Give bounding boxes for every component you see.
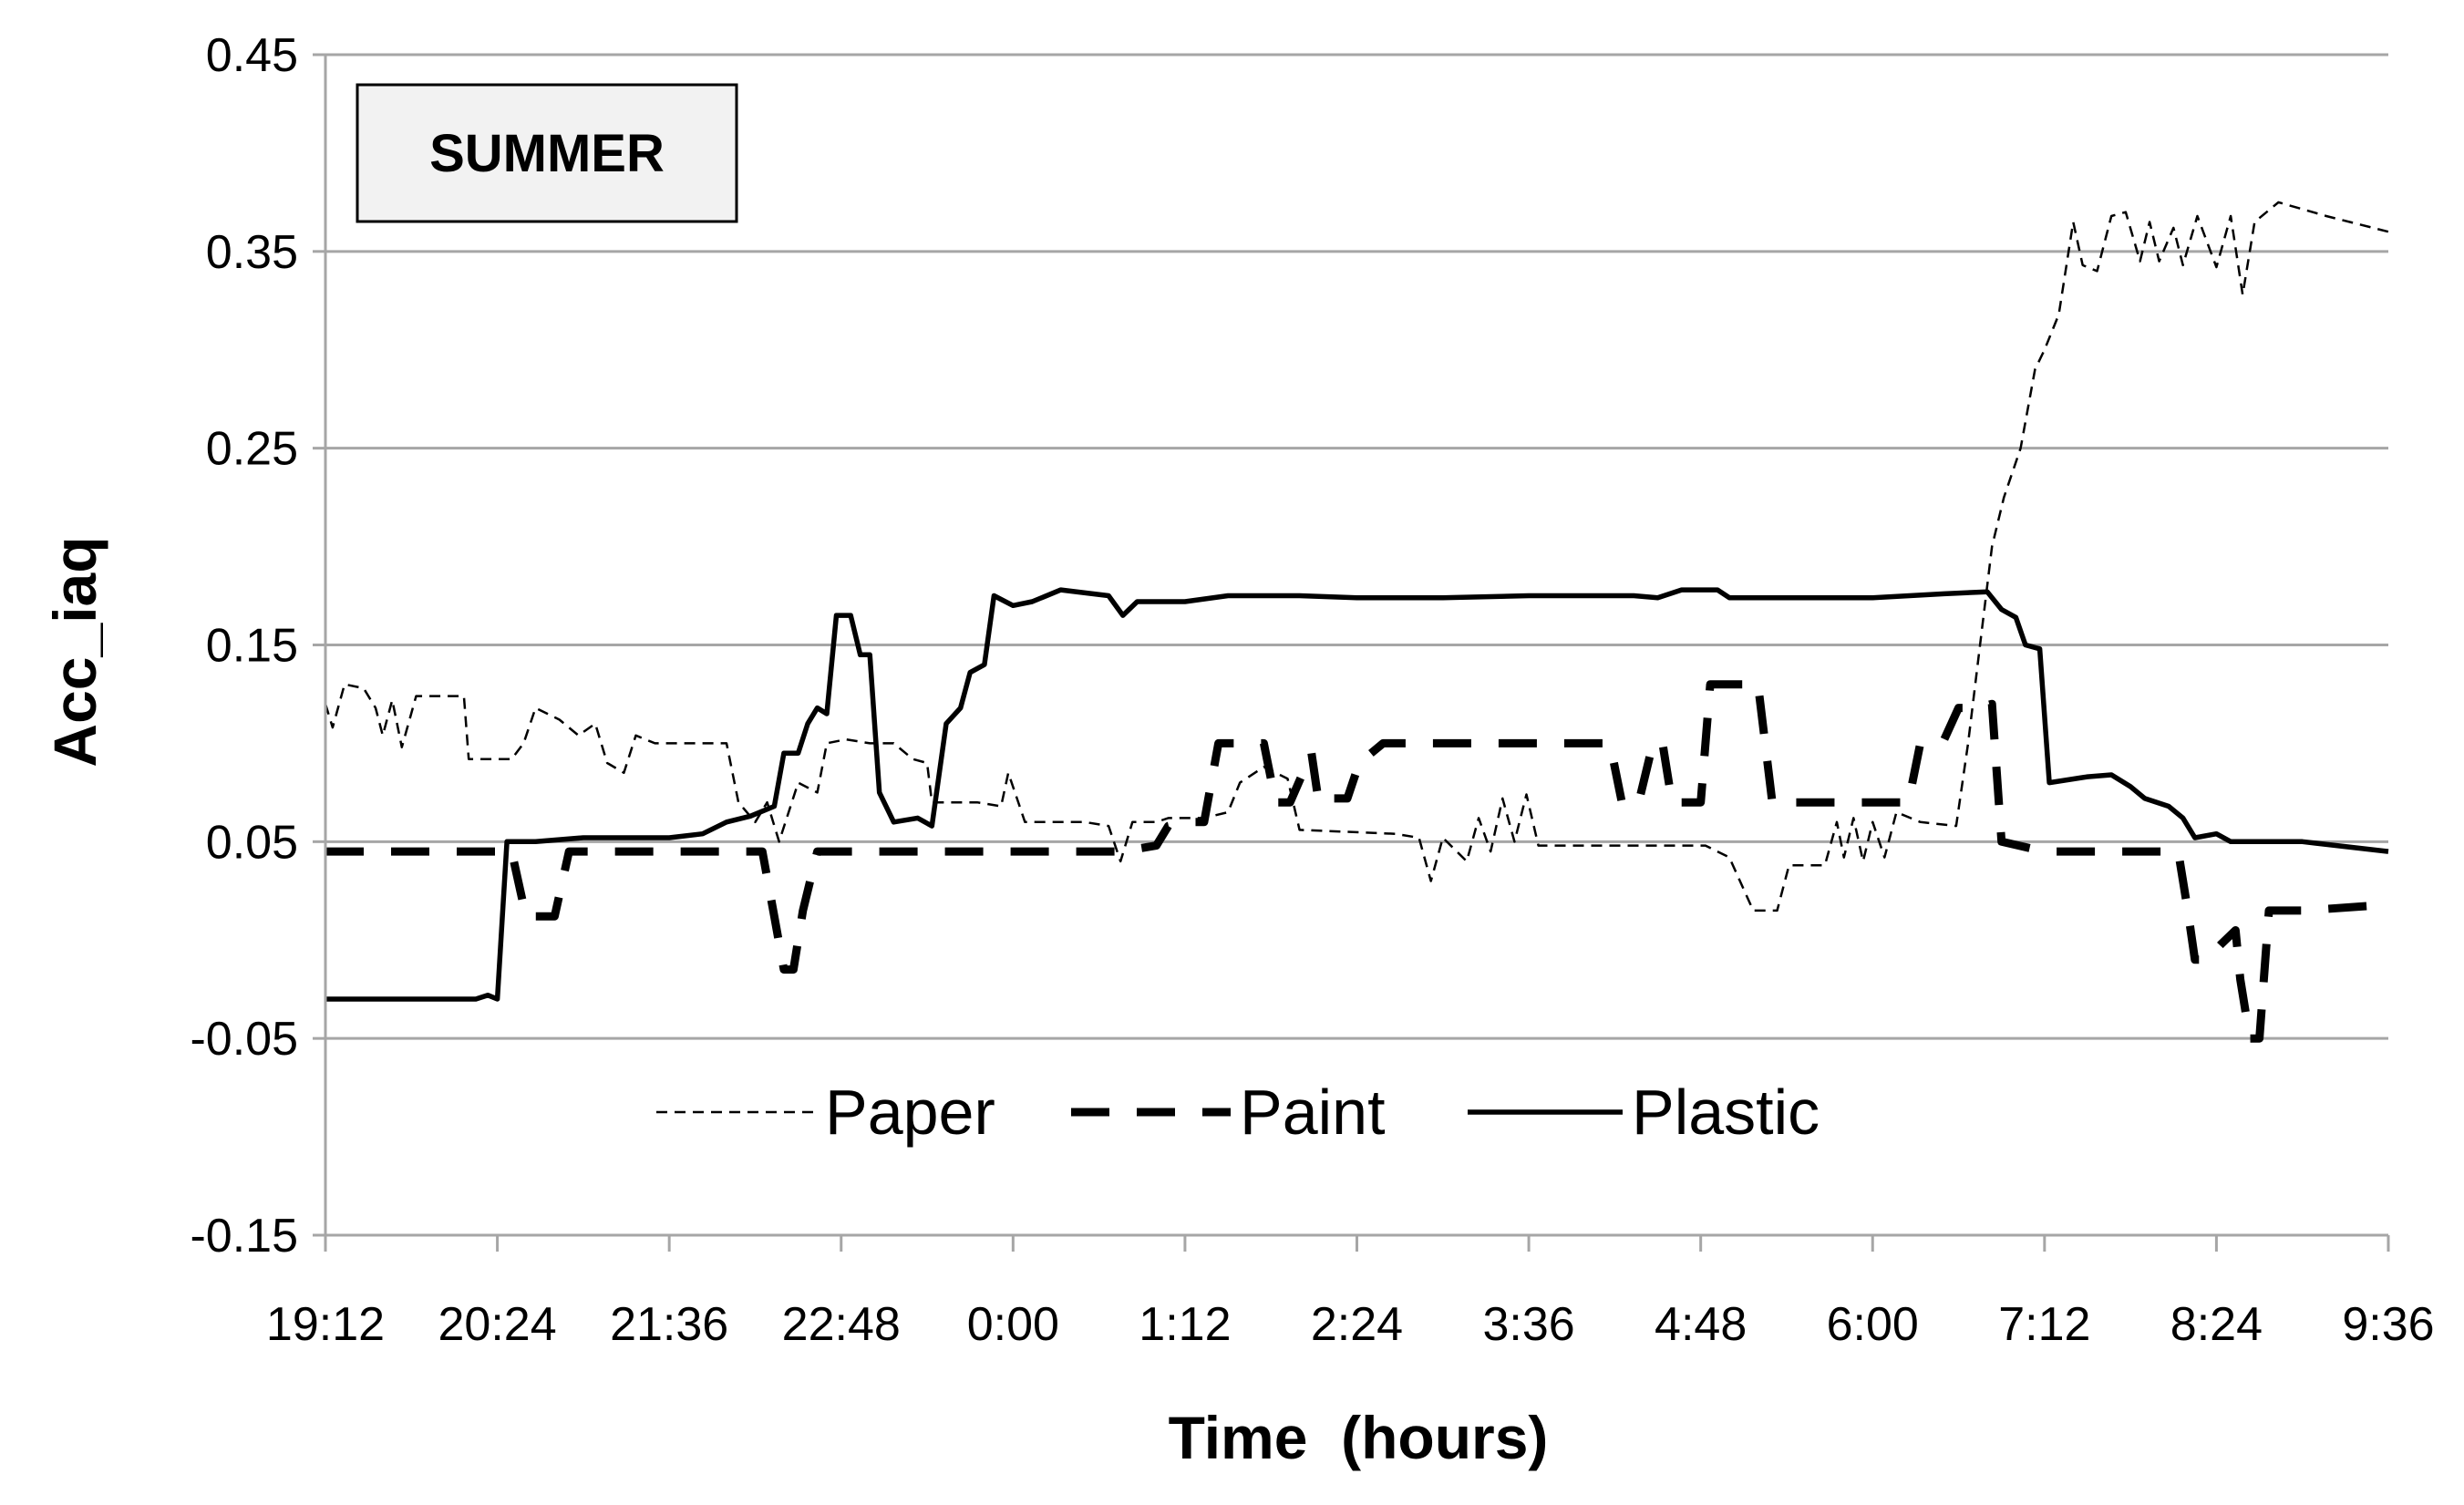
x-tick-label: 9:36: [2342, 1298, 2434, 1351]
gridlines: [325, 53, 2388, 1040]
x-tick-label: 20:24: [438, 1298, 557, 1351]
y-tick-label: -0.05: [190, 1013, 298, 1066]
y-tick-label: 0.25: [206, 423, 298, 476]
x-tick-label: 2:24: [1311, 1298, 1403, 1351]
season-badge-label: SUMMER: [429, 124, 665, 183]
legend-label-paint: Paint: [1240, 1077, 1386, 1148]
x-tick-label: 4:48: [1655, 1298, 1747, 1351]
legend: Paper Paint Plastic: [656, 1077, 1820, 1148]
x-axis-title: Time (hours): [1169, 1404, 1549, 1471]
x-tick-label: 19:12: [266, 1298, 385, 1351]
y-axis-ticks: -0.15 -0.05 0.05 0.15 0.25 0.35 0.45: [190, 29, 325, 1263]
season-badge-box: [356, 83, 738, 223]
x-tick-label: 0:00: [967, 1298, 1059, 1351]
series-lines: [324, 201, 2389, 1043]
x-tick-label: 7:12: [1998, 1298, 2090, 1351]
series-line-plastic: [325, 587, 2389, 1002]
x-tick-label: 6:00: [1827, 1298, 1919, 1351]
y-tick-label: -0.15: [190, 1210, 298, 1263]
x-tick-label: 22:48: [782, 1298, 901, 1351]
legend-label-plastic: Plastic: [1632, 1077, 1820, 1148]
y-tick-label: 0.05: [206, 816, 298, 869]
y-tick-label: 0.15: [206, 620, 298, 673]
series-line-paint: [325, 680, 2389, 1043]
series-line-paper: [324, 201, 2389, 912]
x-tick-label: 8:24: [2170, 1298, 2263, 1351]
x-tick-label: 21:36: [610, 1298, 728, 1351]
y-tick-label: 0.35: [206, 226, 298, 279]
y-tick-label: 0.45: [206, 29, 298, 82]
x-axis-ticks: 19:12 20:24 21:36 22:48 0:00 1:12 2:24 3:36 4:48…: [266, 1235, 2435, 1351]
y-axis-title: Acc_iaq: [41, 536, 108, 767]
x-tick-label: 3:36: [1482, 1298, 1574, 1351]
legend-label-paper: Paper: [825, 1077, 995, 1148]
x-tick-label: 1:12: [1139, 1298, 1231, 1351]
season-badge: SUMMER: [356, 83, 738, 223]
